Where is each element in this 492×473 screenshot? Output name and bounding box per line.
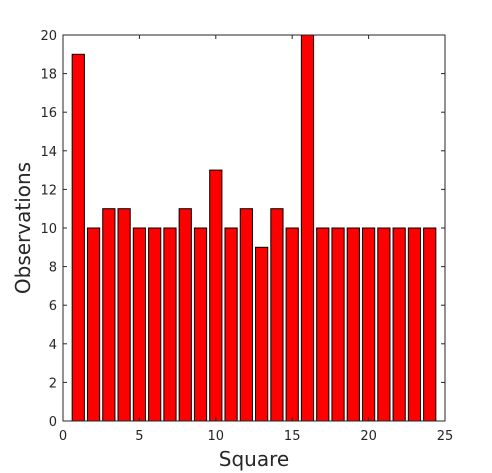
bar-square-15: [285, 227, 299, 422]
bar-square-2: [86, 227, 101, 422]
ticks-layer: 0 5 10 15 20 25 0 2 4 6 8 10 12 14 16 18 20: [40, 29, 453, 444]
bar-square-18: [331, 227, 345, 422]
bar-square-24: [423, 227, 437, 422]
y-tick-label-2: 2: [49, 376, 57, 391]
bar-square-14: [270, 208, 284, 422]
x-tick-label-0: 0: [59, 429, 67, 444]
y-tick-label-16: 16: [40, 106, 57, 121]
bar-square-4: [117, 208, 131, 422]
bar-square-22: [392, 227, 406, 422]
x-tick-label-20: 20: [360, 429, 377, 444]
y-tick-label-20: 20: [40, 29, 57, 44]
bar-square-9: [193, 227, 208, 422]
bar-square-3: [102, 208, 116, 422]
y-tick-label-0: 0: [49, 415, 57, 430]
y-tick-label-18: 18: [40, 68, 57, 83]
bar-square-11: [224, 227, 238, 422]
x-tick-label-5: 5: [135, 429, 143, 444]
bar-square-12: [239, 208, 253, 422]
y-tick-label-10: 10: [40, 222, 57, 237]
bar-square-7: [163, 227, 177, 422]
bar-square-1: [71, 53, 85, 422]
bar-square-5: [132, 227, 147, 422]
y-tick-label-4: 4: [49, 338, 57, 353]
bar-square-23: [407, 227, 422, 422]
y-tick-label-14: 14: [40, 145, 57, 160]
x-axis-label: Square: [219, 447, 289, 471]
bar-square-10: [209, 169, 223, 422]
x-tick-label-25: 25: [437, 429, 454, 444]
bar-square-6: [148, 227, 162, 422]
x-tick-label-10: 10: [208, 429, 225, 444]
bar-square-21: [377, 227, 391, 422]
y-tick-label-8: 8: [49, 261, 57, 276]
bar-square-17: [316, 227, 330, 422]
bar-square-16: [300, 34, 315, 422]
bar-square-13: [255, 246, 269, 422]
y-tick-label-6: 6: [49, 299, 57, 314]
bars-layer: [71, 34, 437, 422]
y-axis-label: Observations: [11, 162, 35, 294]
y-tick-label-12: 12: [40, 183, 57, 198]
bar-square-20: [361, 227, 376, 422]
bar-square-19: [346, 227, 360, 422]
x-tick-label-15: 15: [284, 429, 301, 444]
bar-square-8: [178, 208, 192, 422]
